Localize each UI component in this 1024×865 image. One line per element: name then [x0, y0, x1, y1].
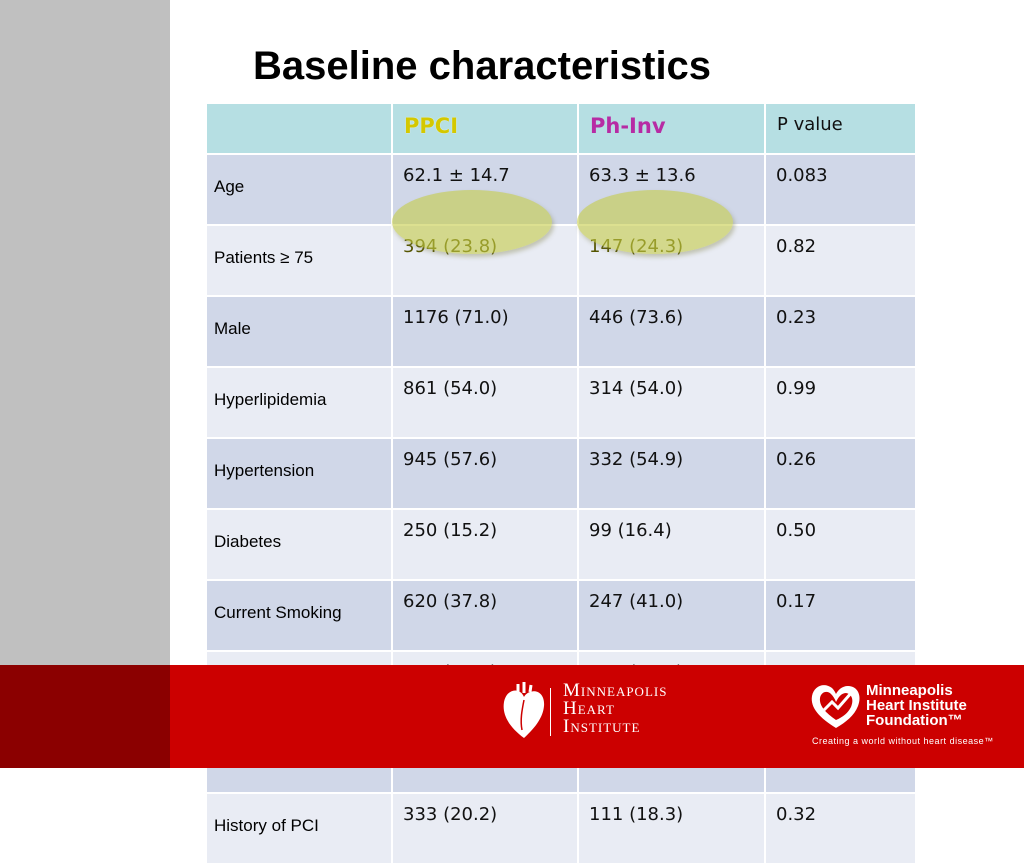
row-label: Age [205, 153, 393, 226]
phinv-value: 446 (73.6) [577, 295, 766, 368]
heart-icon [503, 682, 545, 738]
slide-title: Baseline characteristics [253, 44, 712, 88]
row-label: Hyperlipidemia [205, 366, 393, 439]
ppci-value: 620 (37.8) [391, 579, 579, 652]
table-row: Hypertension 945 (57.6) 332 (54.9) 0.26 [205, 437, 917, 510]
mhi-logo-text: Minneapolis Heart Institute [563, 680, 668, 737]
phinv-highlight-ellipse [577, 190, 733, 254]
table-row: Age 62.1 ± 14.7 63.3 ± 13.6 0.083 [205, 153, 917, 226]
table-row: Male 1176 (71.0) 446 (73.6) 0.23 [205, 295, 917, 368]
table-row: Current Smoking 620 (37.8) 247 (41.0) 0.… [205, 579, 917, 652]
header-empty-cell [205, 102, 393, 155]
table-row: History of PCI 333 (20.2) 111 (18.3) 0.3… [205, 792, 917, 865]
header-phinv-label: Ph-Inv [590, 114, 666, 138]
table-row: Diabetes 250 (15.2) 99 (16.4) 0.50 [205, 508, 917, 581]
row-label: Diabetes [205, 508, 393, 581]
ppci-value: 250 (15.2) [391, 508, 579, 581]
ppci-value: 861 (54.0) [391, 366, 579, 439]
row-label: History of PCI [205, 792, 393, 865]
p-value: 0.17 [764, 579, 917, 652]
p-value: 0.50 [764, 508, 917, 581]
p-value: 0.99 [764, 366, 917, 439]
phinv-value: 111 (18.3) [577, 792, 766, 865]
mhi-logo [500, 680, 710, 750]
heart-ribbon-icon [811, 685, 860, 728]
phinv-value: 99 (16.4) [577, 508, 766, 581]
phinv-value: 332 (54.9) [577, 437, 766, 510]
table-row: Hyperlipidemia 861 (54.0) 314 (54.0) 0.9… [205, 366, 917, 439]
mhif-line-3: Foundation™ [866, 712, 963, 729]
mhif-logo [808, 680, 1008, 750]
baseline-table: PPCI Ph-Inv P value Age 62.1 ± 14.7 63.3… [205, 102, 917, 865]
header-ppci-label: PPCI [404, 114, 459, 138]
mhi-divider [550, 688, 551, 736]
mhif-line-1: Minneapolis [866, 682, 953, 699]
mhif-tagline: Creating a world without heart disease™ [812, 736, 994, 746]
row-label: Hypertension [205, 437, 393, 510]
p-value: 0.32 [764, 792, 917, 865]
ppci-highlight-ellipse [392, 190, 552, 254]
header-ppci: PPCI [391, 102, 579, 155]
ppci-value: 945 (57.6) [391, 437, 579, 510]
mhi-line-2: Heart [563, 698, 615, 719]
p-value: 0.23 [764, 295, 917, 368]
p-value: 0.82 [764, 224, 917, 297]
p-value: 0.26 [764, 437, 917, 510]
left-side-bar [0, 0, 170, 665]
mhif-logo-text: Minneapolis Heart Institute Foundation™ [866, 683, 967, 728]
row-label: Patients ≥ 75 [205, 224, 393, 297]
row-label: Current Smoking [205, 579, 393, 652]
p-value: 0.083 [764, 153, 917, 226]
mhi-line-3: Institute [563, 716, 641, 737]
baseline-table-container: PPCI Ph-Inv P value Age 62.1 ± 14.7 63.3… [205, 102, 917, 865]
ppci-value: 1176 (71.0) [391, 295, 579, 368]
ppci-value: 333 (20.2) [391, 792, 579, 865]
mhi-line-1: Minneapolis [563, 680, 668, 701]
table-header-row: PPCI Ph-Inv P value [205, 102, 917, 155]
mhif-line-2: Heart Institute [866, 697, 967, 714]
table-row: Patients ≥ 75 394 (23.8) 147 (24.3) 0.82 [205, 224, 917, 297]
phinv-value: 247 (41.0) [577, 579, 766, 652]
header-pvalue-label: P value [777, 114, 843, 135]
header-pvalue: P value [764, 102, 917, 155]
footer-left-block [0, 665, 170, 768]
row-label: Male [205, 295, 393, 368]
phinv-value: 314 (54.0) [577, 366, 766, 439]
header-phinv: Ph-Inv [577, 102, 766, 155]
